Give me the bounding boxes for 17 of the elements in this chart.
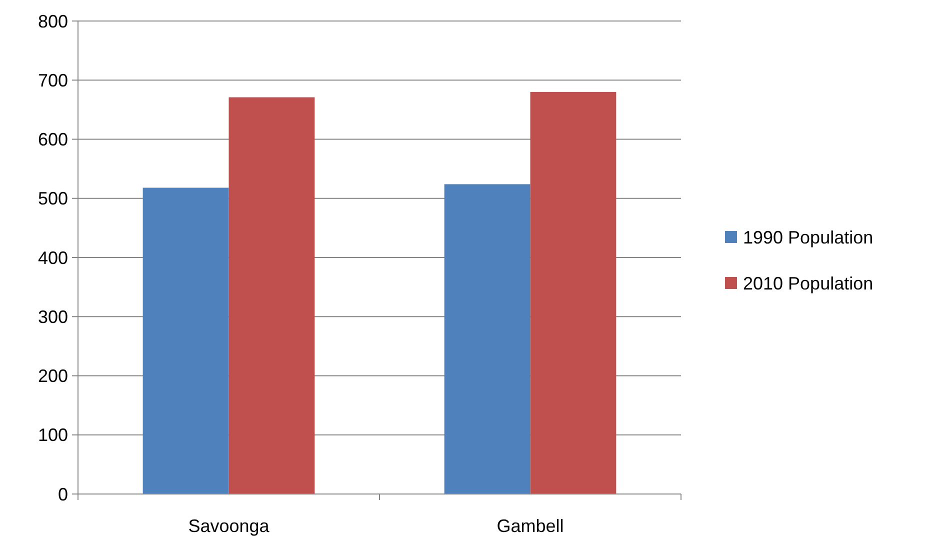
y-tick-label: 500: [38, 188, 68, 209]
x-tick-label: Gambell: [496, 516, 564, 536]
y-tick-label: 400: [38, 248, 68, 268]
bar: [444, 184, 530, 494]
y-tick-label: 0: [58, 484, 68, 504]
y-tick-label: 100: [38, 425, 68, 446]
y-tick-label: 700: [38, 70, 68, 90]
y-tick-label: 300: [38, 306, 68, 327]
y-tick-label: 800: [38, 11, 68, 32]
bar: [228, 97, 315, 494]
y-tick-label: 200: [38, 366, 68, 386]
legend-label: 1990 Population: [743, 227, 874, 248]
legend-label: 2010 Population: [743, 273, 874, 294]
y-tick-label: 600: [38, 130, 68, 150]
bar: [530, 92, 616, 494]
x-tick-label: Savoonga: [188, 516, 270, 536]
bar: [142, 188, 229, 494]
